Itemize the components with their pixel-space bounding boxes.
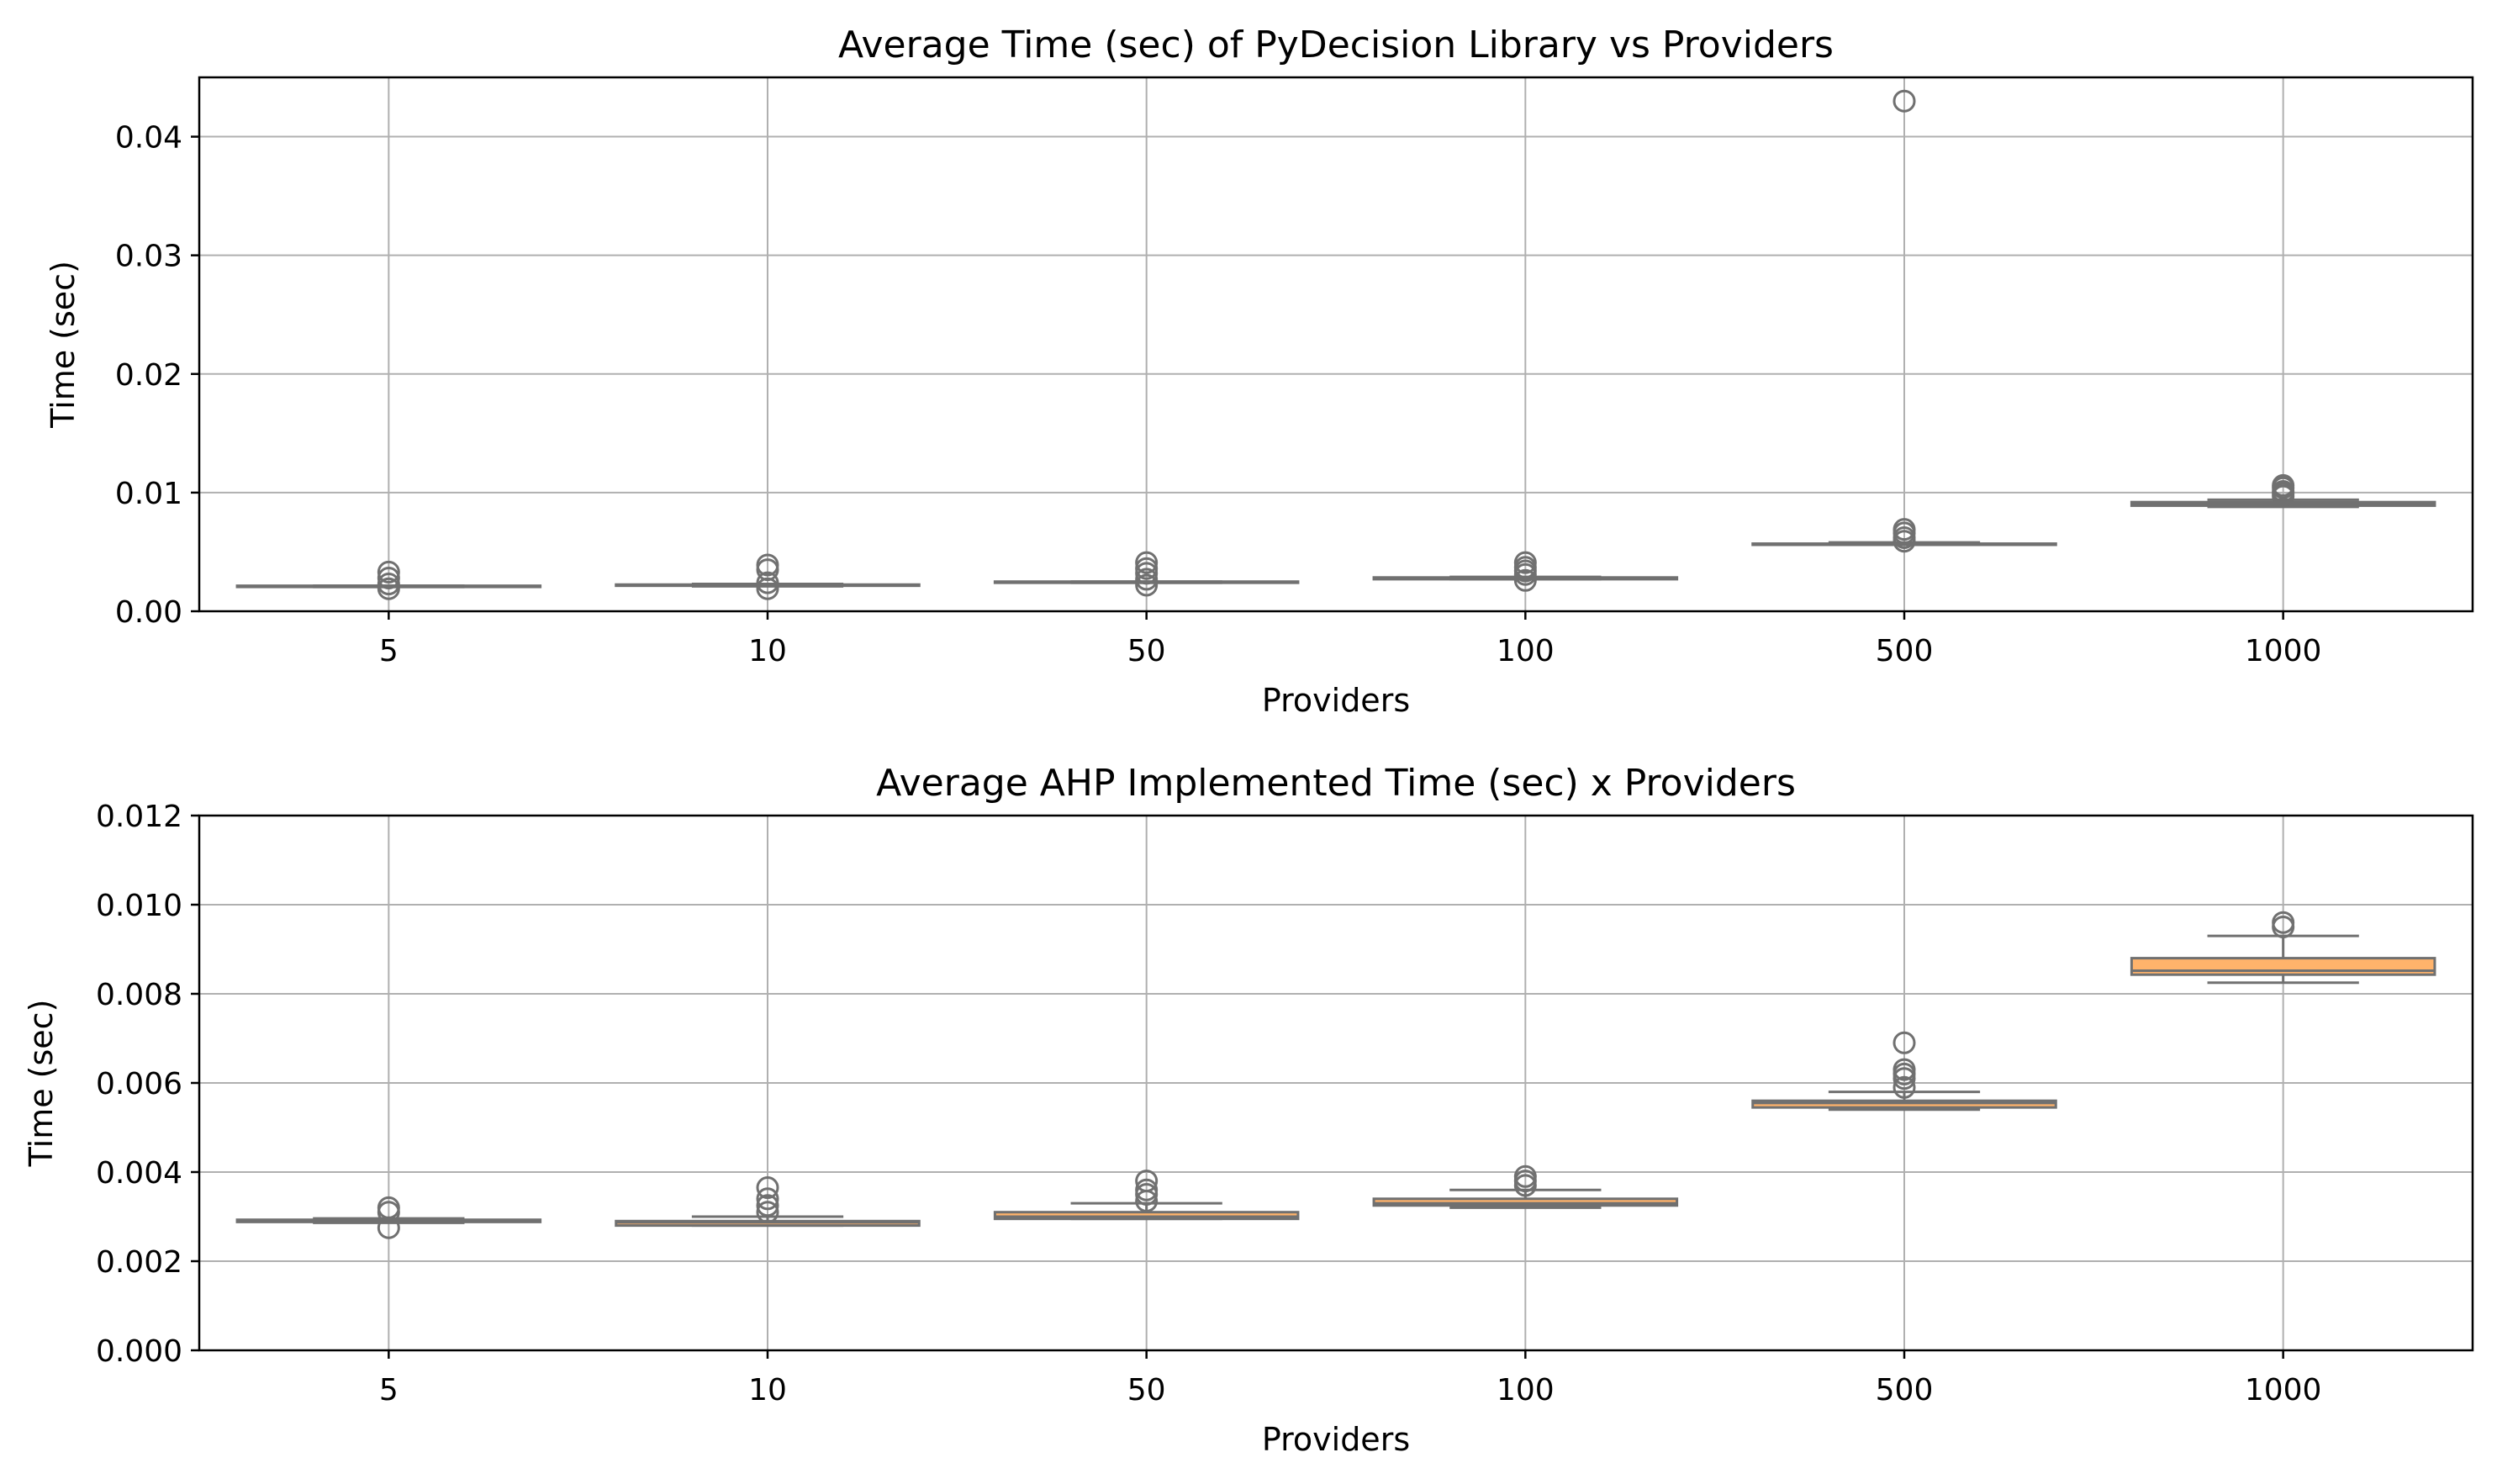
outlier-point <box>756 553 779 577</box>
y-tick-label: 0.008 <box>96 978 182 1012</box>
outlier-point <box>1893 89 1916 113</box>
chart-2: Average AHP Implemented Time (sec) x Pro… <box>23 762 2474 1458</box>
outlier-point <box>756 571 779 594</box>
outlier-point <box>1135 1170 1159 1193</box>
x-tick-label: 10 <box>748 634 787 668</box>
y-tick-label: 0.02 <box>115 358 182 393</box>
box-5 <box>235 1196 542 1239</box>
y-tick-label: 0.04 <box>115 121 182 156</box>
x-axis-label: Providers <box>1262 1421 1410 1458</box>
x-tick-label: 50 <box>1127 634 1166 668</box>
y-tick-label: 0.006 <box>96 1067 182 1101</box>
box-500 <box>1751 89 2057 553</box>
outlier-point <box>377 566 400 589</box>
x-tick-label: 100 <box>1497 1373 1555 1407</box>
outlier-point <box>756 1176 779 1200</box>
box-10 <box>615 1176 921 1228</box>
y-tick-label: 0.002 <box>96 1245 182 1280</box>
x-tick-label: 100 <box>1497 634 1555 668</box>
box-1000 <box>2130 473 2436 509</box>
outlier-point <box>756 1201 779 1224</box>
outlier-point <box>377 573 400 596</box>
y-tick-label: 0.00 <box>115 595 182 630</box>
outlier-point <box>1893 1075 1916 1099</box>
outlier-point <box>1893 1058 1916 1081</box>
box-100 <box>1372 1164 1679 1209</box>
outlier-point <box>1513 1164 1537 1188</box>
y-tick-label: 0.000 <box>96 1334 182 1369</box>
x-tick-label: 10 <box>748 1373 787 1407</box>
outlier-point <box>1135 568 1159 591</box>
outlier-point <box>377 560 400 584</box>
x-tick-label: 50 <box>1127 1373 1166 1407</box>
x-tick-label: 500 <box>1876 1373 1934 1407</box>
x-axis-label: Providers <box>1262 682 1410 719</box>
outlier-point <box>1893 518 1916 541</box>
x-tick-label: 1000 <box>2245 1373 2322 1407</box>
outlier-point <box>756 1194 779 1217</box>
axes-frame <box>198 76 2474 613</box>
y-tick-label: 0.004 <box>96 1156 182 1191</box>
outlier-point <box>756 1187 779 1211</box>
outlier-point <box>2272 473 2295 497</box>
outlier-point <box>377 1196 400 1219</box>
x-tick-label: 500 <box>1876 634 1934 668</box>
x-tick-label: 5 <box>379 634 399 668</box>
outlier-point <box>1135 551 1159 574</box>
box-10 <box>615 553 921 600</box>
box-1000 <box>2130 911 2436 985</box>
y-tick-label: 0.03 <box>115 240 182 274</box>
outlier-point <box>1135 573 1159 597</box>
y-axis-label: Time (sec) <box>23 1000 60 1168</box>
box-100 <box>1372 551 1679 592</box>
x-tick-label: 5 <box>379 1373 399 1407</box>
y-axis-label: Time (sec) <box>45 261 82 429</box>
outlier-point <box>2272 911 2295 934</box>
y-tick-label: 0.01 <box>115 477 182 511</box>
y-tick-label: 0.010 <box>96 889 182 923</box>
chart-title: Average AHP Implemented Time (sec) x Pro… <box>876 762 1796 805</box>
box-body <box>2130 957 2436 976</box>
box-500 <box>1751 1031 2057 1112</box>
outlier-point <box>1893 1031 1916 1054</box>
chart-1: Average Time (sec) of PyDecision Library… <box>45 24 2474 719</box>
box-50 <box>993 1170 1300 1221</box>
box-5 <box>235 560 542 600</box>
box-50 <box>993 551 1300 597</box>
x-tick-label: 1000 <box>2245 634 2322 668</box>
y-tick-label: 0.012 <box>96 800 182 834</box>
outlier-point <box>1135 557 1159 580</box>
chart-title: Average Time (sec) of PyDecision Library… <box>838 24 1834 66</box>
outlier-point <box>1135 1178 1159 1201</box>
outlier-point <box>1513 551 1537 574</box>
outlier-point <box>1513 568 1537 592</box>
